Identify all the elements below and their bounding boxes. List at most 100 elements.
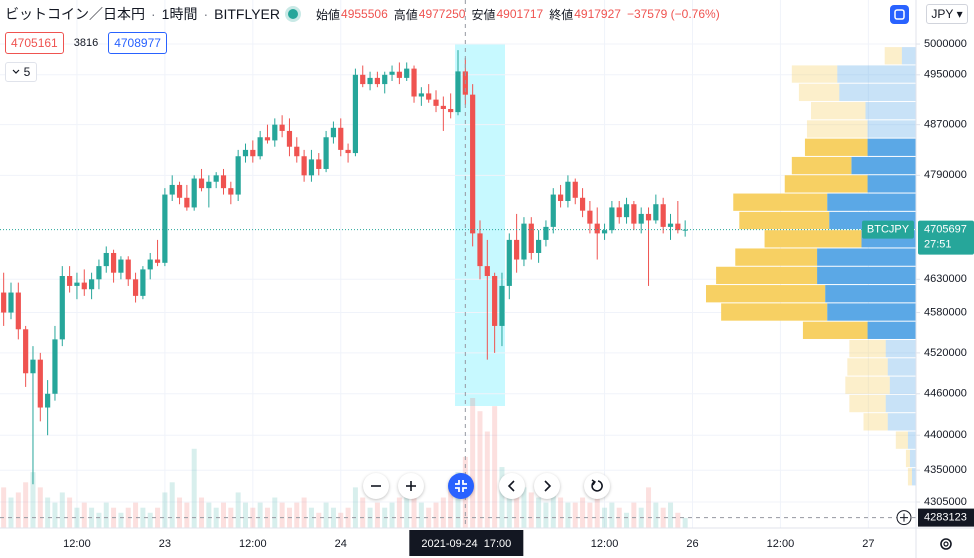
candle-body (74, 282, 80, 286)
screenshot-glyph (894, 9, 905, 20)
volume-bar (59, 492, 65, 528)
reset-scale[interactable] (448, 473, 474, 499)
candle-body (565, 181, 571, 202)
x-tick-label: 27 (862, 538, 874, 550)
volume-bar (506, 482, 512, 528)
candle-body (147, 259, 153, 270)
volume-bar (235, 492, 241, 528)
candle-body (638, 213, 644, 224)
candle-body (154, 259, 161, 263)
volume-bar (330, 507, 336, 528)
volume-bar (1, 487, 7, 528)
separator: · (203, 6, 209, 22)
bid[interactable]: 4705161 (5, 32, 64, 54)
candle-body (660, 204, 666, 227)
scroll-left[interactable] (499, 473, 525, 499)
x-tick-label: 12:00 (767, 538, 795, 550)
x-tick-label: 12:00 (63, 538, 91, 550)
candle-body (23, 329, 29, 374)
volume-bar (514, 477, 520, 528)
profile-down (791, 65, 838, 83)
candle-body (609, 207, 615, 231)
volume-bar (521, 487, 527, 528)
candle-body (257, 137, 263, 157)
y-tick-label: 4630000 (924, 273, 967, 285)
scroll-right[interactable] (534, 473, 560, 499)
chevron (12, 69, 20, 74)
axes: 5000000 4950000 4870000 4790000 4630000 45800… (63, 38, 967, 550)
profile-down (804, 138, 868, 156)
volume-bar (345, 507, 351, 528)
quote-row: 4705161 3816 4708977 (5, 32, 167, 54)
candles (1, 50, 688, 485)
settings-icon[interactable] (940, 538, 952, 550)
volume-bar (594, 497, 600, 528)
high-label: 高値 (393, 7, 418, 22)
candle-body (572, 181, 578, 198)
volume-bar (602, 507, 608, 528)
candle-body (433, 99, 439, 106)
ask[interactable]: 4708977 (108, 32, 167, 54)
profile-up (887, 358, 916, 376)
volume-bar (543, 502, 549, 528)
close-value: 4917927 (574, 7, 621, 21)
profile-up (887, 413, 916, 431)
candle-body (382, 74, 388, 85)
y-tick-label: 4350000 (924, 464, 967, 476)
profile-up (839, 83, 916, 102)
volume-bar (8, 497, 14, 528)
profile-down (733, 193, 828, 211)
candle-body (264, 137, 271, 141)
exchange: BITFLYER (214, 6, 281, 22)
candle-body (345, 149, 351, 154)
candle-body (426, 93, 432, 100)
volume-bar (23, 482, 29, 528)
volume-bar (404, 492, 410, 528)
candle-body (15, 292, 21, 330)
volume-bar (206, 502, 212, 528)
volume-bar (352, 487, 358, 528)
profile-down (895, 431, 908, 449)
y-tick-label: 4400000 (924, 429, 967, 441)
x-tick-label: 24 (335, 538, 347, 550)
currency-button[interactable]: JPY ▾ (926, 4, 968, 24)
profile-down (764, 230, 862, 248)
candle-body (521, 223, 527, 260)
indicators-toggle[interactable]: 5 (5, 62, 37, 82)
icon (544, 480, 552, 492)
profile-down (905, 449, 910, 468)
candle-body (367, 77, 373, 85)
add-alert-glyph (900, 513, 908, 522)
candle-body (404, 68, 410, 78)
volume-bar (184, 502, 190, 528)
profile-down (811, 102, 866, 120)
candle-body (140, 269, 146, 296)
volume-bar (609, 502, 615, 528)
candle-body (543, 226, 549, 240)
high-value: 4977250 (418, 7, 466, 21)
profile-up (889, 376, 916, 394)
crosshair-time-label: 2021-09-24 17:00 (421, 538, 511, 550)
volume-bar (147, 512, 153, 528)
reset-chart[interactable] (584, 473, 610, 499)
candle-body (235, 156, 241, 195)
candle-body (294, 146, 300, 157)
hidden-count: 5 (23, 65, 31, 79)
open-label: 始値 (316, 7, 341, 22)
profile-up (867, 321, 916, 339)
volume-bar (528, 492, 534, 528)
candle-body (1, 292, 7, 313)
candle-body (682, 229, 688, 231)
zoom-out[interactable] (363, 473, 389, 499)
volume-bar (646, 487, 652, 528)
candle-body (601, 230, 608, 234)
volume-bar (411, 497, 417, 528)
profile-down (735, 248, 818, 266)
profile-up (867, 138, 916, 156)
interval: 1時間 (161, 6, 198, 22)
candle-body (352, 74, 359, 154)
zoom-in[interactable] (398, 473, 424, 499)
screenshot-icon[interactable] (890, 5, 909, 24)
